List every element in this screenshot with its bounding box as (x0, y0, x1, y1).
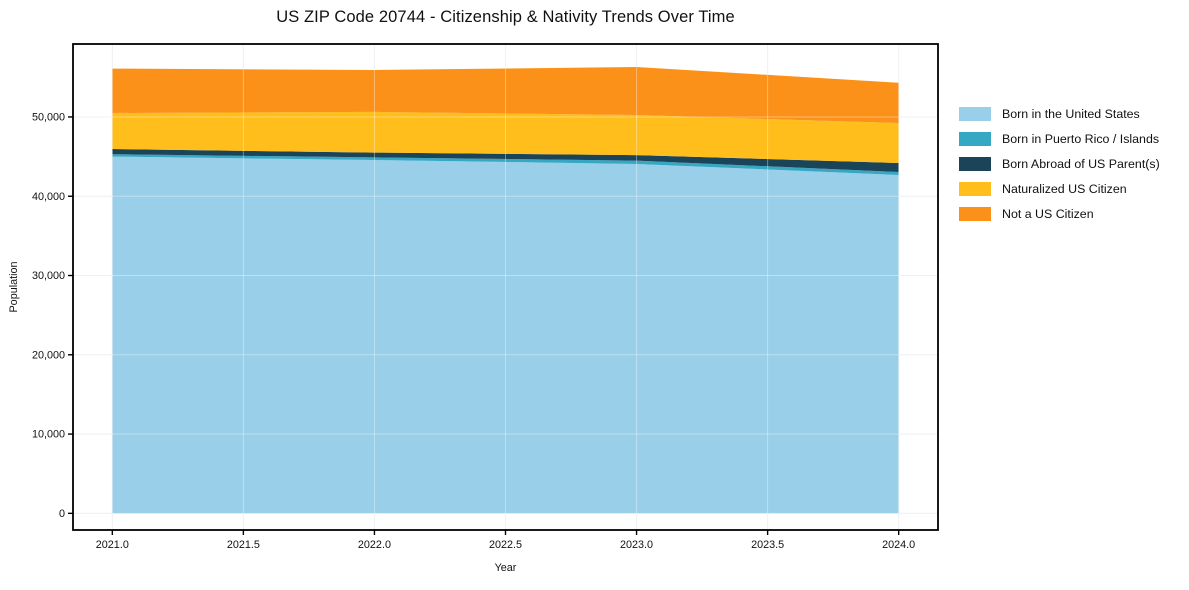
gridlines-overlay (73, 44, 938, 530)
legend-swatch-naturalized (959, 181, 991, 196)
x-tick-label: 2021.0 (96, 539, 129, 551)
y-tick-label: 0 (59, 508, 65, 520)
x-axis-label: Year (494, 562, 517, 574)
area-series-4 (112, 67, 899, 123)
legend: Born in the United States Born in Puerto… (959, 101, 1160, 226)
legend-item: Born in the United States (959, 101, 1160, 126)
legend-label: Born in the United States (1002, 106, 1140, 121)
area-series-1 (112, 154, 899, 175)
y-tick-label: 30,000 (32, 270, 65, 282)
legend-swatch-born-abroad (959, 156, 991, 171)
axis-ticks (68, 116, 900, 535)
area-series-0 (112, 156, 899, 514)
x-tick-label: 2023.0 (620, 539, 653, 551)
y-axis-label: Population (8, 261, 20, 313)
legend-label: Naturalized US Citizen (1002, 181, 1127, 196)
chart-title: US ZIP Code 20744 - Citizenship & Nativi… (276, 8, 735, 26)
area-series-2 (112, 149, 899, 172)
legend-swatch-born-in-us (959, 106, 991, 121)
y-tick-label: 20,000 (32, 349, 65, 361)
legend-label: Born Abroad of US Parent(s) (1002, 156, 1160, 171)
x-tick-label: 2024.0 (882, 539, 915, 551)
stacked-areas (112, 67, 899, 514)
y-tick-label: 40,000 (32, 191, 65, 203)
legend-swatch-born-in-puerto-rico (959, 131, 991, 146)
x-tick-label: 2022.0 (358, 539, 391, 551)
axis-tick-labels: 2021.0 2021.5 2022.0 2022.5 2023.0 2023.5 2024… (32, 112, 915, 552)
x-tick-label: 2021.5 (227, 539, 260, 551)
area-series-3 (112, 111, 899, 163)
y-tick-label: 50,000 (32, 112, 65, 124)
legend-item: Born in Puerto Rico / Islands (959, 126, 1160, 151)
legend-item: Born Abroad of US Parent(s) (959, 151, 1160, 176)
legend-item: Not a US Citizen (959, 201, 1160, 226)
y-tick-label: 10,000 (32, 429, 65, 441)
legend-label: Born in Puerto Rico / Islands (1002, 131, 1160, 146)
x-tick-label: 2023.5 (751, 539, 784, 551)
legend-label: Not a US Citizen (1002, 206, 1094, 221)
legend-swatch-not-citizen (959, 206, 991, 221)
x-tick-label: 2022.5 (489, 539, 522, 551)
legend-item: Naturalized US Citizen (959, 176, 1160, 201)
